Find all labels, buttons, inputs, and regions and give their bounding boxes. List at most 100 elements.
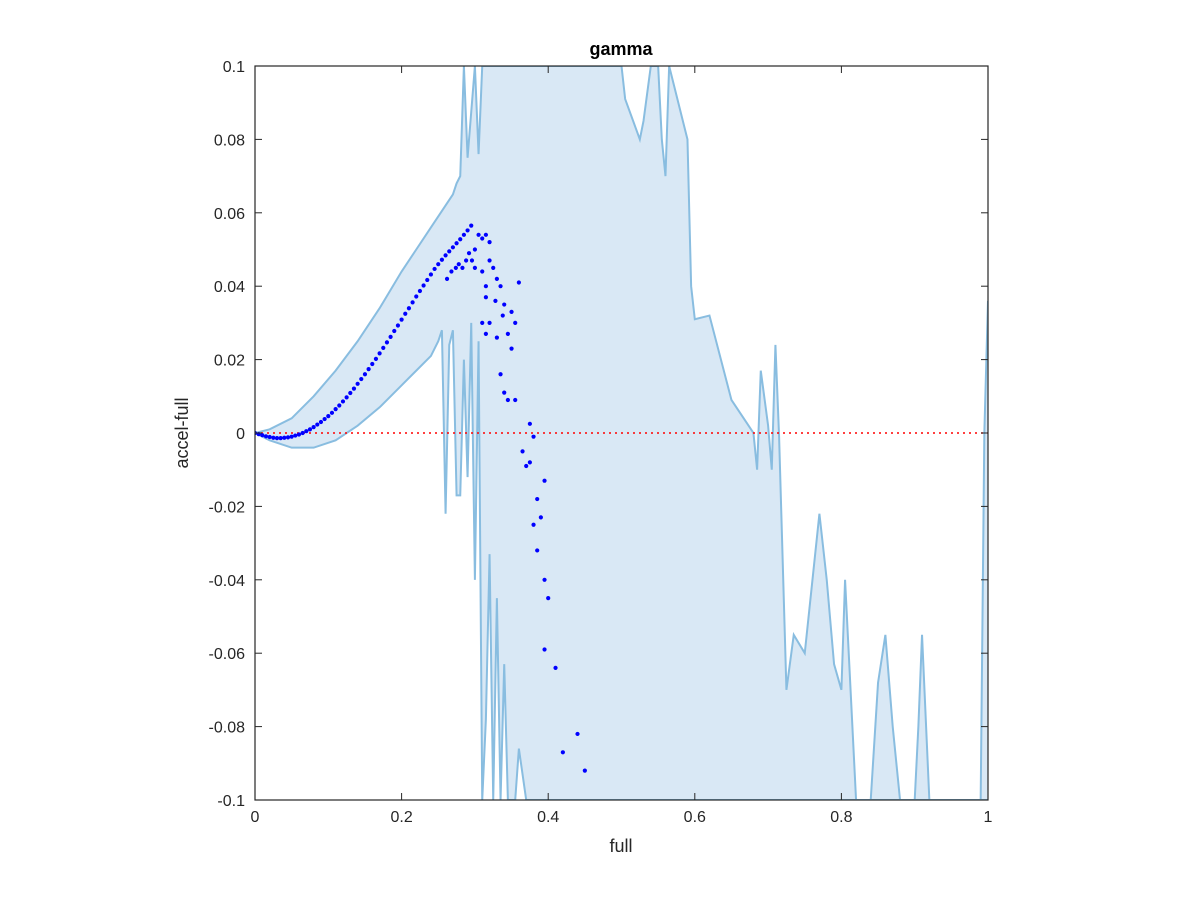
y-tick-label: 0: [236, 426, 245, 443]
data-point: [472, 265, 477, 270]
data-point: [274, 436, 280, 441]
data-point: [362, 372, 368, 377]
data-point: [480, 236, 485, 241]
data-point: [359, 376, 364, 382]
data-point: [348, 390, 353, 396]
data-point: [500, 313, 505, 318]
data-point: [344, 395, 349, 400]
data-point: [509, 309, 514, 314]
data-point: [464, 258, 469, 263]
data-point: [553, 665, 558, 670]
data-point: [318, 419, 324, 425]
data-point: [524, 463, 529, 469]
data-point: [505, 331, 510, 337]
data-point: [315, 422, 320, 427]
data-point: [483, 295, 488, 300]
y-tick-label: 0.04: [214, 279, 245, 296]
data-point: [403, 311, 408, 316]
data-point: [355, 381, 360, 386]
data-point: [483, 284, 488, 289]
data-point: [491, 265, 496, 270]
data-point: [304, 429, 309, 434]
data-point: [535, 496, 540, 502]
data-point: [502, 302, 507, 307]
y-tick-label: 0.06: [214, 206, 245, 223]
y-tick-label: -0.08: [209, 720, 246, 737]
x-tick-label: 1: [984, 809, 993, 826]
data-point: [443, 253, 448, 258]
data-point: [546, 596, 551, 601]
data-point: [373, 356, 379, 361]
data-point: [480, 269, 485, 274]
data-point: [425, 277, 430, 283]
data-point: [333, 407, 338, 412]
data-point: [436, 262, 441, 267]
x-axis-label: full: [609, 836, 632, 856]
data-point: [542, 647, 547, 652]
x-tick-label: 0.4: [537, 809, 559, 826]
x-tick-label: 0: [251, 809, 260, 826]
data-point: [513, 397, 518, 403]
data-points: [255, 223, 587, 773]
data-point: [293, 433, 298, 438]
data-point: [329, 410, 335, 415]
y-tick-label: -0.02: [209, 499, 246, 516]
data-point: [527, 460, 532, 465]
data-point: [505, 397, 510, 403]
data-point: [542, 577, 547, 582]
data-point: [469, 223, 474, 228]
data-point: [366, 367, 371, 372]
data-point: [447, 249, 452, 254]
data-point: [509, 346, 514, 351]
data-point: [296, 432, 302, 437]
data-point: [472, 247, 477, 252]
data-point: [535, 548, 540, 553]
data-point: [399, 317, 404, 322]
x-axis-ticks: 0 0.2 0.4 0.6 0.8 1: [251, 66, 993, 826]
data-point: [432, 266, 437, 272]
data-point: [322, 416, 327, 422]
data-point: [502, 390, 507, 395]
data-point: [483, 331, 488, 337]
data-point: [513, 320, 518, 325]
data-point: [582, 768, 587, 773]
data-point: [260, 433, 265, 438]
x-tick-label: 0.8: [830, 809, 852, 826]
data-point: [465, 228, 470, 233]
data-point: [450, 245, 456, 250]
data-point: [351, 386, 357, 391]
y-tick-label: -0.04: [209, 573, 246, 590]
data-point: [282, 435, 287, 440]
y-axis-ticks: -0.1 -0.08 -0.06 -0.04 -0.02 0 0.02 0.04 0.06 0.0…: [209, 59, 988, 810]
data-point: [469, 258, 475, 263]
data-point: [453, 265, 458, 270]
data-point: [493, 298, 498, 303]
data-point: [392, 328, 397, 334]
data-point: [381, 345, 386, 350]
data-point: [285, 435, 291, 440]
data-point: [278, 436, 283, 441]
data-point: [480, 320, 485, 325]
data-point: [263, 434, 269, 439]
data-point: [460, 265, 465, 270]
data-point: [307, 427, 313, 432]
data-point: [444, 276, 450, 281]
chart-title: gamma: [589, 39, 653, 59]
data-point: [527, 421, 532, 426]
data-point: [483, 232, 488, 237]
data-point: [289, 434, 294, 439]
data-point: [340, 399, 346, 404]
band-upper-line: [255, 66, 988, 800]
y-tick-label: 0.02: [214, 353, 245, 370]
data-point: [267, 434, 272, 440]
data-point: [377, 351, 382, 356]
y-axis-label: accel-full: [172, 397, 192, 468]
data-point: [458, 237, 463, 242]
y-tick-label: 0.08: [214, 132, 245, 149]
data-point: [487, 240, 492, 245]
data-point: [337, 403, 342, 408]
data-point: [370, 361, 375, 367]
data-point: [531, 522, 536, 527]
y-tick-label: 0.1: [223, 59, 245, 76]
